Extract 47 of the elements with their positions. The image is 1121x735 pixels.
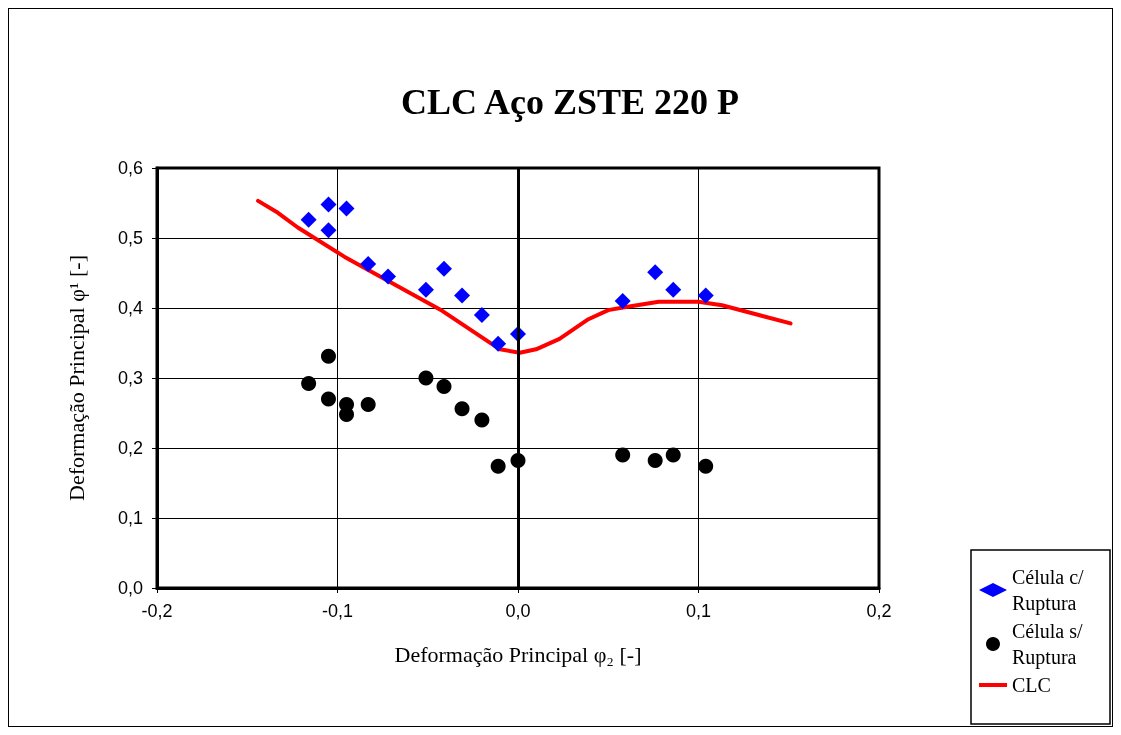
point — [435, 260, 452, 277]
x-tick-label: -0,1 — [321, 601, 354, 621]
y-axis-title: Deformação Principal φ¹ [-] — [63, 255, 89, 501]
point — [417, 281, 434, 298]
point — [615, 447, 631, 463]
point — [320, 196, 337, 213]
chart-title: CLC Aço ZSTE 220 P — [400, 82, 740, 122]
point — [320, 222, 337, 239]
point — [360, 397, 376, 413]
point — [647, 264, 664, 281]
point — [454, 401, 470, 417]
legend-label: Célula s/ Ruptura — [1012, 620, 1088, 669]
point — [490, 335, 507, 352]
point — [665, 281, 682, 298]
y-tick-label: 0,1 — [117, 508, 143, 528]
point — [380, 268, 397, 285]
y-tick-label: 0,2 — [117, 438, 143, 458]
legend-label: CLC — [1012, 674, 1051, 696]
point — [454, 287, 471, 304]
point — [320, 391, 336, 407]
x-tick-label: 0,2 — [866, 601, 892, 621]
point — [490, 458, 506, 474]
point — [474, 412, 490, 428]
point — [665, 447, 681, 463]
y-tick-label: 0,3 — [117, 368, 143, 388]
point — [436, 378, 452, 394]
y-tick-label: 0,0 — [117, 578, 143, 598]
point — [301, 376, 317, 392]
point — [338, 200, 355, 217]
point — [300, 211, 317, 228]
x-tick-label: 0,0 — [505, 601, 531, 621]
point — [647, 453, 663, 469]
point — [473, 307, 490, 323]
x-tick-label: -0,2 — [141, 601, 173, 621]
y-tick-label: 0,5 — [117, 228, 143, 248]
line-series — [256, 198, 793, 355]
x-axis-title: Deformação Principal φ₂ [-] — [394, 641, 642, 667]
point — [320, 348, 336, 364]
point — [698, 458, 714, 474]
legend-label: Célula c/ Ruptura — [1012, 566, 1089, 615]
y-tick-label: 0,6 — [117, 158, 143, 178]
x-tick-label: 0,1 — [685, 601, 712, 621]
point — [697, 287, 714, 304]
point — [360, 255, 377, 272]
point — [418, 370, 434, 386]
point — [614, 293, 631, 309]
y-tick-label: 0,4 — [117, 298, 143, 318]
